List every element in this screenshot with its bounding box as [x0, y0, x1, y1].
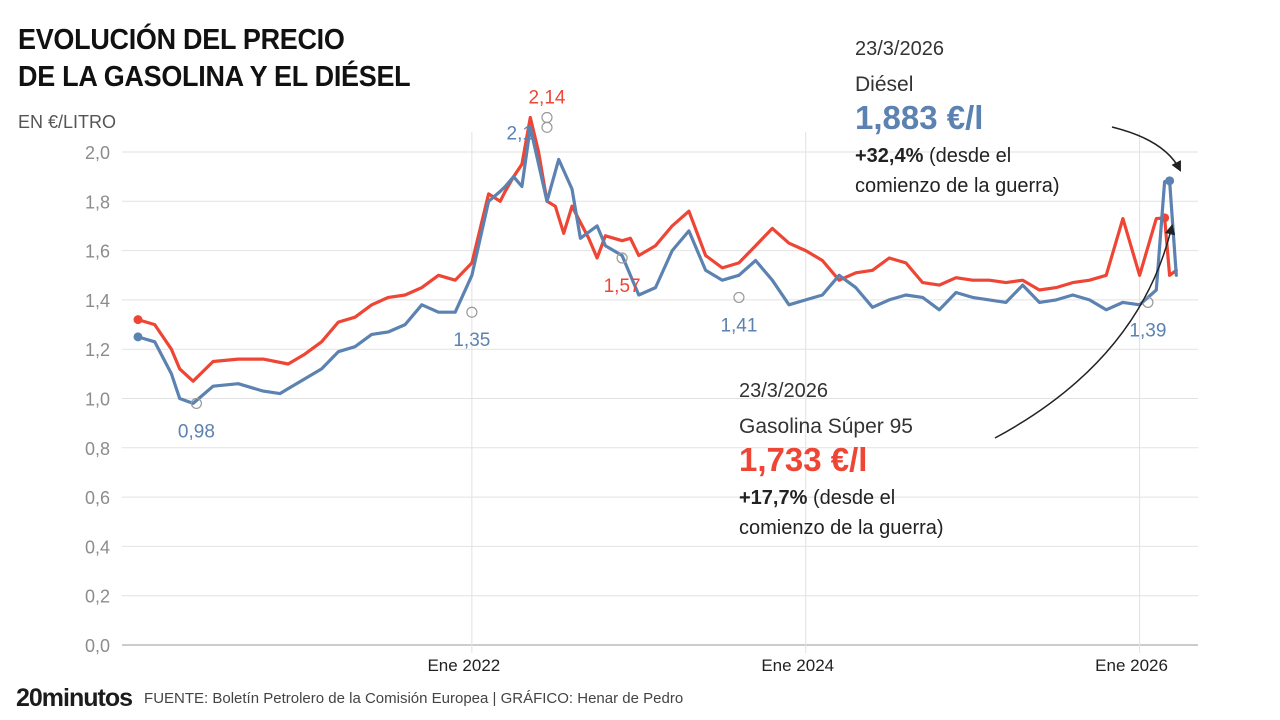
y-tick-label: 1,0 [85, 390, 110, 410]
diesel-arrow [1111, 126, 1181, 172]
x-tick-label: Ene 2022 [427, 656, 500, 675]
y-tick-label: 0,0 [85, 636, 110, 656]
diesel-date: 23/3/2026 [855, 38, 944, 60]
diesel-end-point [1165, 176, 1175, 186]
y-tick-label: 1,6 [85, 242, 110, 262]
diesel-current-price: 1,883 €/l [855, 99, 984, 136]
chart-title-line-2: DE LA GASOLINA Y EL DIÉSEL [18, 61, 411, 93]
point-label: 2,14 [528, 87, 565, 108]
diesel-change: +32,4% (desde el comienzo de la guerra) [855, 141, 1060, 201]
extreme-marker [541, 111, 553, 124]
point-labels-layer: 2,14 1,57 0,98 1,35 2,1 1,41 1,39 [178, 87, 1166, 442]
gasoline-date: 23/3/2026 [739, 380, 828, 402]
y-tick-label: 2,0 [85, 143, 110, 163]
y-tick-label: 0,6 [85, 488, 110, 508]
axes-layer: 0,0 0,2 0,4 0,6 0,8 1,0 1,2 1,4 1,6 1,8 2,0 Ene 202… [85, 143, 1168, 675]
annotation-arrows-layer [994, 126, 1181, 439]
x-tick-label: Ene 2026 [1095, 656, 1168, 675]
diesel-change-text: (desde el [923, 145, 1012, 167]
point-label: 1,41 [720, 315, 757, 336]
diesel-line [136, 125, 1178, 405]
gasoline-annotation: 23/3/2026 Gasolina Súper 95 1,733 €/l +1… [739, 380, 944, 543]
extreme-marker [616, 252, 628, 264]
extreme-marker [733, 291, 745, 304]
source-credit: FUENTE: Boletín Petrolero de la Comisión… [144, 689, 684, 707]
diesel-change-text-line-2: comienzo de la guerra) [855, 175, 1060, 197]
gasoline-start-point [133, 315, 143, 325]
brand-logo: 20minutos [16, 683, 133, 712]
extreme-marker [190, 397, 203, 410]
y-tick-label: 0,8 [85, 439, 110, 459]
point-label: 0,98 [178, 421, 215, 442]
gasoline-current-price: 1,733 €/l [739, 441, 868, 478]
y-tick-label: 1,2 [85, 340, 110, 360]
point-label: 2,1 [507, 123, 533, 144]
y-tick-label: 0,2 [85, 587, 110, 607]
gasoline-arrow [994, 223, 1176, 439]
diesel-change-percent: +32,4% [855, 145, 924, 167]
grid-layer [122, 132, 1198, 653]
extreme-marker [466, 306, 478, 318]
gasoline-change-percent: +17,7% [739, 487, 808, 509]
gasoline-change-text: (desde el [807, 487, 896, 509]
chart-title-line-1: EVOLUCIÓN DEL PRECIO [18, 24, 345, 56]
y-tick-label: 1,4 [85, 291, 110, 311]
chart-title: EVOLUCIÓN DEL PRECIO DE LA GASOLINA Y EL… [18, 22, 411, 96]
gasoline-change-text-line-2: comienzo de la guerra) [739, 517, 944, 539]
gasoline-line [136, 115, 1178, 383]
point-label: 1,39 [1129, 320, 1166, 341]
gasoline-series-name: Gasolina Súper 95 [739, 415, 913, 438]
x-tick-label: Ene 2024 [761, 656, 834, 675]
y-tick-label: 1,8 [85, 192, 110, 212]
point-label: 1,35 [453, 330, 490, 351]
extreme-marker [541, 121, 553, 133]
diesel-start-point [133, 332, 143, 342]
y-axis-unit: EN €/LITRO [18, 112, 117, 132]
y-tick-label: 0,4 [85, 537, 110, 557]
gasoline-change: +17,7% (desde el comienzo de la guerra) [739, 483, 944, 543]
series-layer [133, 115, 1178, 405]
diesel-annotation: 23/3/2026 Diésel 1,883 €/l +32,4% (desde… [855, 38, 1060, 201]
footer: 20minutos FUENTE: Boletín Petrolero de l… [16, 683, 683, 713]
diesel-series-name: Diésel [855, 73, 914, 96]
point-label: 1,57 [604, 276, 641, 297]
